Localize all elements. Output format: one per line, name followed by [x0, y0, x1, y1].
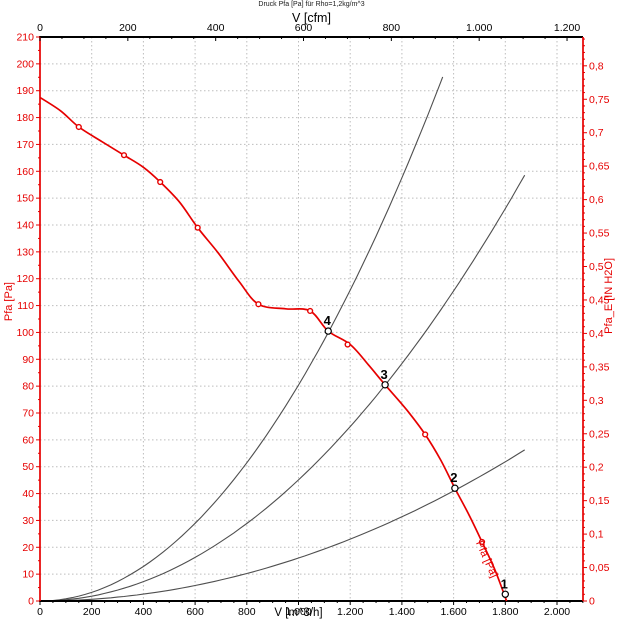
operating-point-label: 3 [380, 367, 387, 382]
right-axis-label: Pfa_E [IN H2O] [603, 258, 615, 334]
measured-point [478, 538, 486, 546]
right-tick-label: 0 [589, 596, 595, 608]
operating-point [381, 381, 389, 389]
top-tick-label: 1.000 [466, 22, 492, 34]
left-tick-label: 50 [22, 461, 34, 473]
right-tick-label: 0,6 [589, 194, 604, 206]
top-tick-label: 600 [295, 22, 313, 34]
right-tick-label: 0,7 [589, 127, 604, 139]
bottom-tick-label: 0 [37, 606, 43, 618]
bottom-tick-label: 1.600 [440, 606, 466, 618]
operating-point [324, 327, 332, 335]
bottom-tick-label: 1.200 [337, 606, 363, 618]
chart-title: Druck Pfa [Pa] für Rho=1,2kg/m^3 [258, 1, 365, 8]
bottom-tick-label: 1.800 [492, 606, 518, 618]
right-tick-label: 0,55 [589, 228, 610, 240]
left-tick-label: 190 [16, 85, 34, 97]
bottom-tick-label: 800 [238, 606, 256, 618]
left-tick-label: 150 [16, 193, 34, 205]
left-axis-label: Pfa [Pa] [3, 282, 15, 322]
measured-point [157, 178, 164, 186]
system-curve [39, 174, 526, 602]
operating-point-label: 4 [324, 313, 332, 328]
left-tick-label: 180 [16, 112, 34, 124]
top-tick-label: 200 [119, 22, 137, 34]
right-tick-label: 0,15 [589, 495, 610, 507]
left-tick-label: 80 [22, 381, 34, 393]
left-tick-label: 10 [22, 569, 34, 581]
operating-point [501, 590, 509, 598]
left-tick-label: 160 [16, 166, 34, 178]
top-axis-label: V [cfm] [292, 11, 331, 25]
left-tick-label: 170 [16, 139, 34, 151]
operating-point-label: 2 [450, 470, 457, 485]
right-tick-label: 0,1 [589, 529, 604, 541]
measured-point [194, 224, 201, 231]
right-tick-label: 0,3 [589, 395, 604, 407]
left-tick-label: 210 [16, 32, 34, 44]
measured-point [422, 431, 429, 438]
top-tick-label: 400 [207, 22, 225, 34]
left-tick-label: 90 [22, 354, 34, 366]
left-tick-label: 30 [22, 515, 34, 527]
system-curve [39, 76, 444, 602]
right-tick-label: 0,35 [589, 361, 610, 373]
bottom-tick-label: 200 [83, 606, 101, 618]
bottom-axis-label: V [m^3/h] [274, 607, 323, 619]
right-tick-label: 0,2 [589, 462, 604, 474]
bottom-tick-label: 1.000 [285, 606, 311, 618]
right-tick-label: 0,45 [589, 294, 610, 306]
measured-point [75, 123, 82, 131]
left-tick-label: 100 [16, 327, 34, 339]
measured-point [307, 307, 314, 315]
left-tick-label: 40 [22, 488, 34, 500]
left-tick-label: 20 [22, 542, 34, 554]
system-curve [40, 449, 525, 602]
right-tick-label: 0,5 [589, 261, 604, 273]
left-tick-label: 0 [28, 596, 34, 608]
bottom-tick-label: 1.400 [389, 606, 415, 618]
top-tick-label: 1.200 [554, 22, 580, 34]
measured-point [344, 341, 351, 348]
bottom-tick-label: 400 [135, 606, 153, 618]
right-tick-label: 0,25 [589, 428, 610, 440]
operating-point [451, 484, 459, 492]
left-tick-label: 70 [22, 408, 34, 420]
right-tick-label: 0,65 [589, 161, 610, 173]
right-tick-label: 0,75 [589, 94, 610, 106]
left-tick-label: 60 [22, 434, 34, 446]
bottom-tick-label: 2.000 [544, 606, 570, 618]
measured-point [120, 152, 128, 159]
top-tick-label: 0 [37, 22, 43, 34]
left-tick-label: 110 [17, 300, 34, 312]
fan-curve [39, 96, 508, 602]
measured-point [255, 301, 262, 308]
right-tick-label: 0,8 [589, 60, 604, 72]
right-tick-label: 0,4 [589, 328, 604, 340]
bottom-tick-label: 600 [186, 606, 204, 618]
left-tick-label: 140 [16, 220, 34, 232]
top-tick-label: 800 [383, 22, 401, 34]
left-tick-label: 200 [16, 58, 34, 70]
operating-point-label: 1 [501, 576, 508, 591]
right-tick-label: 0,05 [589, 562, 610, 574]
left-tick-label: 130 [16, 246, 34, 258]
left-tick-label: 120 [16, 273, 34, 285]
